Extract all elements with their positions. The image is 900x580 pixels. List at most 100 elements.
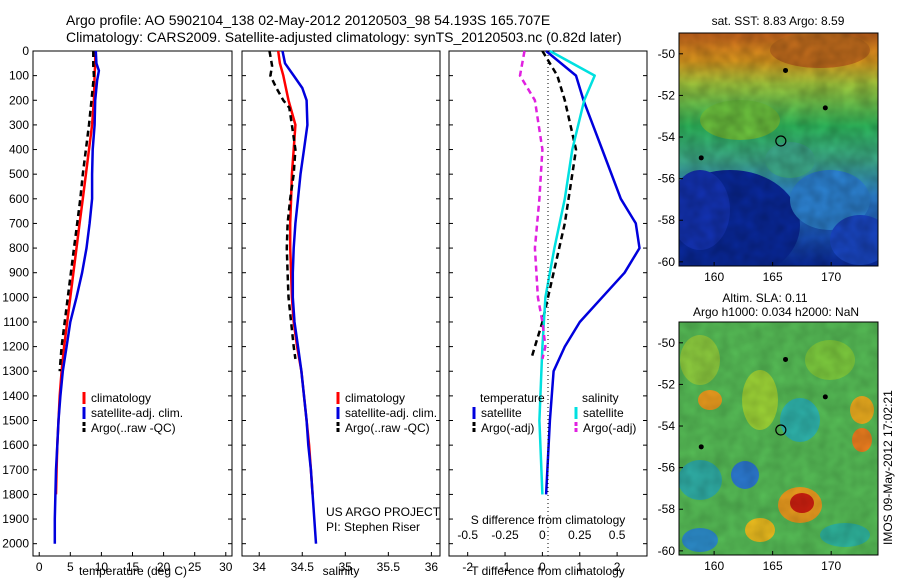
float-track-marker (822, 105, 828, 111)
temperature-legend: climatology satellite-adj. clim. Argo(..… (82, 391, 183, 435)
legend-label-climatology: climatology (91, 391, 151, 405)
salinity-legend: climatology satellite-adj. clim. Argo(..… (336, 391, 437, 435)
depth-tick-label: 1100 (3, 315, 29, 329)
depth-tick-label: 1900 (2, 512, 29, 526)
series-satellite-adj-clim (281, 50, 318, 544)
map-lon-label: 165 (763, 559, 783, 573)
depth-tick-label: 1500 (2, 414, 29, 428)
x-tick-label: 35 (339, 560, 353, 574)
map-lat-label: -60 (658, 544, 676, 558)
map-lon-label: 160 (704, 559, 724, 573)
series-argo-raw-qc (268, 50, 297, 360)
x-tick-label: 30 (219, 560, 233, 574)
legend-label-satellite: satellite-adj. clim. (91, 406, 183, 420)
x-tick-label: 0 (539, 560, 546, 574)
map-lat-label: -56 (658, 461, 676, 475)
depth-tick-label: 1600 (2, 438, 29, 452)
depth-tick-label: 100 (9, 69, 29, 83)
legend-heading-temperature: temperature (480, 391, 545, 405)
depth-tick-label: 1200 (2, 340, 29, 354)
temperature-panel (32, 50, 233, 557)
temperature-xlabel: temperature (deg C) (79, 564, 187, 578)
project-credit: US ARGO PROJECT (326, 505, 441, 519)
s-difference-xlabel: S difference from climatology (471, 513, 626, 527)
legend-label-satellite: satellite-adj. clim. (345, 406, 437, 420)
map-lat-label: -56 (658, 172, 676, 186)
legend-heading-salinity: salinity (582, 391, 619, 405)
x-tick-label: 2 (614, 560, 621, 574)
float-track-marker (698, 155, 704, 161)
series-satellite-adj-clim (53, 50, 101, 544)
figure-title-line2: Climatology: CARS2009. Satellite-adjuste… (66, 29, 622, 45)
x-tick-label: 25 (188, 560, 202, 574)
depth-tick-label: 300 (9, 118, 29, 132)
x-tick-label: -2 (462, 560, 473, 574)
map-lat-label: -50 (658, 47, 676, 61)
sla-map-title: Altim. SLA: 0.11 (722, 291, 807, 305)
series-temperature-satellite (544, 50, 641, 495)
argo-position-marker (775, 424, 787, 436)
depth-tick-label: 2000 (2, 537, 29, 551)
depth-tick-label: 400 (9, 143, 29, 157)
x-tick-label: 34.5 (291, 560, 315, 574)
axis-ticks: 0 5 10 15 20 25 300100200300400500600700800900… (2, 44, 647, 574)
series-argo-raw-qc (58, 51, 96, 372)
t-difference-xlabel: T difference from climatology (471, 564, 625, 578)
x2-tick-label: 0.5 (609, 528, 626, 542)
map-lon-label: 165 (763, 270, 783, 284)
depth-tick-label: 600 (9, 192, 29, 206)
sst-map-field (679, 33, 878, 266)
x2-tick-label: 0 (539, 528, 546, 542)
depth-tick-label: 500 (9, 167, 29, 181)
map-lon-label: 170 (821, 559, 841, 573)
figure-title-line1: Argo profile: AO 5902104_138 02-May-2012… (66, 12, 550, 28)
difference-legend: temperature salinity satellite Argo(-adj… (472, 391, 636, 435)
map-annotations: 160 165 170 -50 -52 -54 -56 -58 -60 160 165 170 -50 -… (658, 47, 842, 573)
sla-map-field (679, 322, 878, 555)
x-tick-label: -1 (500, 560, 511, 574)
float-track-marker (783, 67, 789, 73)
series-salinity-satellite (538, 49, 596, 495)
float-track-marker (822, 394, 828, 400)
x-tick-label: 36 (425, 560, 439, 574)
legend-label-argo: Argo(..raw -QC) (91, 421, 176, 435)
x-tick-label: 20 (157, 560, 171, 574)
map-lat-label: -52 (658, 88, 676, 102)
sla-map-frame (678, 321, 879, 556)
sla-map-subtitle: Argo h1000: 0.034 h2000: NaN (693, 305, 859, 319)
depth-tick-label: 1800 (2, 487, 29, 501)
legend-label-t-satellite: satellite (481, 406, 522, 420)
sst-map-title: sat. SST: 8.83 Argo: 8.59 (712, 14, 845, 28)
float-track-marker (698, 444, 704, 450)
map-lon-label: 170 (821, 270, 841, 284)
legend-label-s-satellite: satellite (583, 406, 624, 420)
x-tick-label: 34 (253, 560, 267, 574)
map-lat-label: -60 (658, 255, 676, 269)
sst-map-frame (678, 32, 879, 267)
depth-tick-label: 200 (9, 93, 29, 107)
x-tick-label: 15 (126, 560, 140, 574)
map-lat-label: -52 (658, 377, 676, 391)
depth-tick-label: 900 (9, 266, 29, 280)
legend-label-s-argo: Argo(-adj) (583, 421, 636, 435)
legend-label-t-argo: Argo(-adj) (481, 421, 534, 435)
x-tick-label: 5 (67, 560, 74, 574)
depth-tick-label: 1700 (2, 463, 29, 477)
map-lon-label: 160 (704, 270, 724, 284)
map-lat-label: -50 (658, 336, 676, 350)
x2-tick-label: -0.25 (491, 528, 519, 542)
map-lat-label: -58 (658, 502, 676, 516)
depth-tick-label: 700 (9, 216, 29, 230)
x-tick-label: 35.5 (377, 560, 401, 574)
profile-series (53, 49, 641, 544)
argo-position-marker (775, 135, 787, 147)
salinity-panel (241, 50, 441, 557)
map-lat-label: -58 (658, 213, 676, 227)
salinity-xlabel: salinity (323, 564, 360, 578)
x2-tick-label: 0.25 (568, 528, 592, 542)
depth-tick-label: 1300 (2, 364, 29, 378)
series-temperature-argo-adj (530, 50, 578, 360)
legend-label-climatology: climatology (345, 391, 405, 405)
depth-tick-label: 1000 (2, 290, 29, 304)
